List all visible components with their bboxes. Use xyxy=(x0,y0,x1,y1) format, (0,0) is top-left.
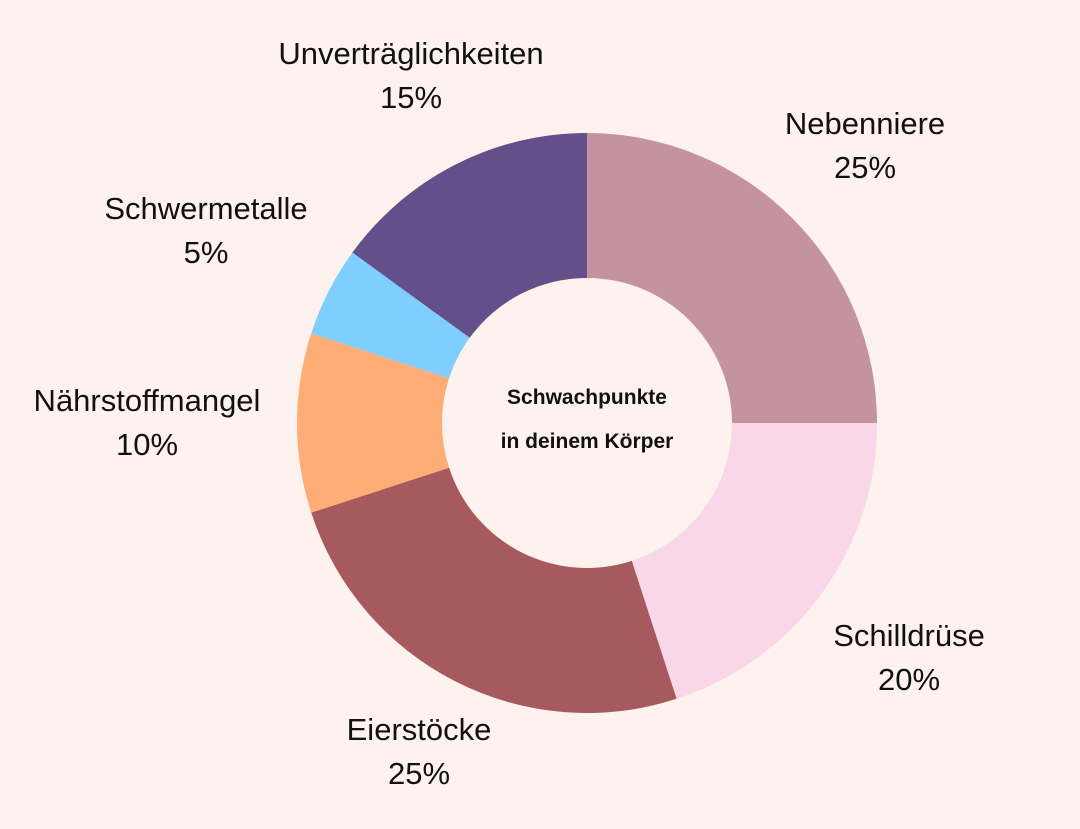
slice-nebenniere xyxy=(587,133,877,423)
label-nebenniere: Nebenniere 25% xyxy=(785,102,945,190)
label-unvertraeglichkeiten: Unverträglichkeiten 15% xyxy=(278,32,543,120)
center-title-line-1: Schwachpunkte xyxy=(507,386,667,409)
slice-unverträglichkeiten xyxy=(352,133,587,338)
label-schwermetalle: Schwermetalle 5% xyxy=(104,187,307,275)
label-eierstoecke: Eierstöcke 25% xyxy=(347,708,492,796)
label-name: Unverträglichkeiten xyxy=(278,36,544,71)
center-title-line-2: in deinem Körper xyxy=(500,430,674,453)
chart-center-title: Schwachpunkte in deinem Körper xyxy=(501,376,674,464)
label-value: 20% xyxy=(877,662,941,697)
slice-schilldrüse xyxy=(631,423,877,699)
label-value: 25% xyxy=(833,150,897,185)
label-value: 15% xyxy=(379,80,443,115)
label-value: 25% xyxy=(387,756,451,791)
label-name: Schwermetalle xyxy=(104,191,308,226)
label-name: Eierstöcke xyxy=(346,712,492,747)
label-value: 10% xyxy=(115,427,179,462)
slice-nährstoffmangel xyxy=(297,333,450,513)
label-name: Schilldrüse xyxy=(833,618,985,653)
label-name: Nebenniere xyxy=(784,106,946,141)
slice-eierstöcke xyxy=(311,467,677,713)
label-naehrstoffmangel: Nährstoffmangel 10% xyxy=(34,379,261,467)
label-name: Nährstoffmangel xyxy=(33,383,261,418)
slice-schwermetalle xyxy=(311,252,470,379)
label-value: 5% xyxy=(183,235,229,270)
label-schilldruese: Schilldrüse 20% xyxy=(833,614,985,702)
